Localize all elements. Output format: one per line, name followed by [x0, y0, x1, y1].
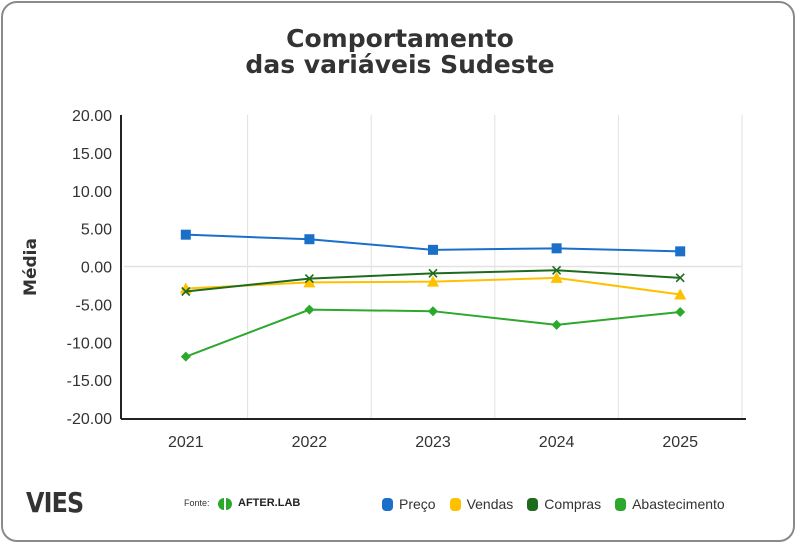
data-point-compras: [181, 286, 191, 297]
x-tick-label: 2025: [662, 434, 698, 451]
legend-label: Preço: [399, 496, 436, 512]
chart-title: Comportamento das variáveis Sudeste: [0, 26, 800, 78]
legend-item[interactable]: Preço: [382, 496, 436, 512]
legend-label: Abastecimento: [632, 496, 725, 512]
legend-swatch: [382, 497, 393, 511]
source-name: AFTER.LAB: [238, 497, 301, 509]
y-axis-label: Média: [21, 238, 41, 296]
y-tick-label: 0.00: [81, 260, 112, 277]
legend: Preço Vendas Compras Abastecimento: [382, 496, 725, 512]
y-tick-label: 5.00: [81, 222, 112, 239]
data-point-vendas: [550, 271, 563, 283]
data-point-vendas: [674, 288, 687, 300]
legend-item[interactable]: Vendas: [449, 496, 514, 512]
data-point-compras: [304, 274, 314, 284]
data-point-vendas: [427, 275, 439, 287]
legend-label: Vendas: [466, 496, 514, 512]
y-tick-label: -20.00: [67, 411, 112, 428]
x-tick-label: 2024: [539, 434, 575, 451]
title-line-2: das variáveis Sudeste: [245, 50, 555, 79]
y-tick-label: -15.00: [67, 373, 112, 390]
title-line-1: Comportamento: [286, 24, 514, 53]
y-tick-label: 10.00: [72, 184, 112, 201]
legend-item[interactable]: Abastecimento: [615, 496, 725, 512]
data-point-abastecimento: [428, 306, 438, 317]
y-tick-label: 15.00: [72, 146, 112, 163]
data-point-abastecimento: [180, 351, 191, 362]
data-point-preço: [551, 243, 562, 254]
data-point-compras: [428, 268, 438, 278]
legend-swatch: [527, 497, 539, 511]
x-tick-label: 2023: [415, 434, 451, 451]
data-point-abastecimento: [551, 319, 562, 330]
legend-label: Compras: [544, 496, 602, 512]
y-tick-label: -10.00: [67, 335, 112, 352]
afterlab-logo-icon: [218, 498, 232, 510]
source-label: Fonte:: [184, 498, 210, 508]
data-point-abastecimento: [675, 306, 686, 317]
data-point-preço: [675, 246, 686, 257]
y-tick-label: 20.00: [72, 108, 112, 125]
data-point-abastecimento: [304, 304, 315, 315]
x-tick-label: 2021: [168, 434, 204, 451]
legend-swatch: [615, 497, 627, 511]
data-point-preço: [180, 229, 191, 240]
legend-swatch: [449, 497, 461, 511]
series-line-abastecimento: [185, 308, 681, 358]
vies-logo: VIES: [26, 486, 84, 519]
x-tick-label: 2022: [292, 434, 328, 451]
data-point-vendas: [303, 276, 316, 288]
legend-item[interactable]: Compras: [527, 496, 601, 512]
data-point-preço: [428, 244, 438, 255]
data-point-preço: [304, 234, 315, 245]
data-point-compras: [675, 273, 685, 283]
data-point-compras: [552, 265, 562, 275]
y-tick-label: -5.00: [76, 297, 113, 314]
